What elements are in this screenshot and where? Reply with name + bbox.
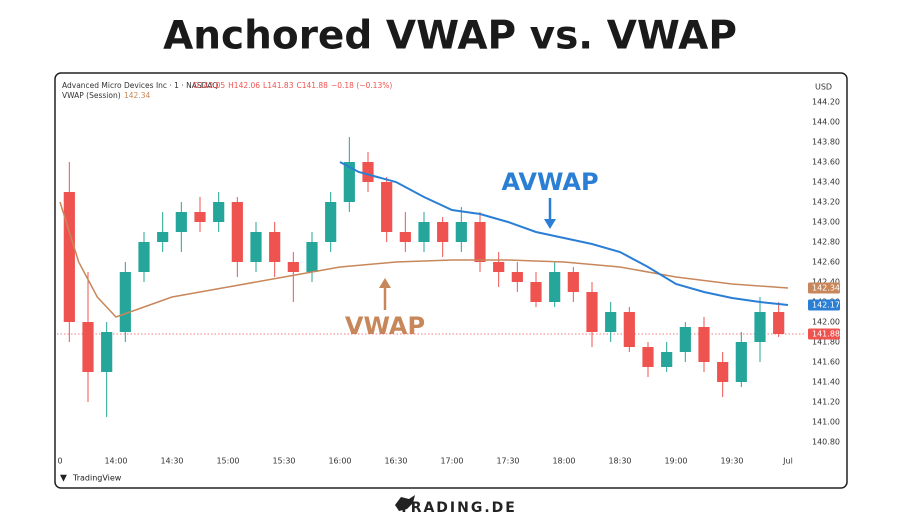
y-tick-label: 143.20	[812, 198, 840, 207]
candle-body	[437, 222, 449, 242]
x-tick-label: 17:00	[440, 457, 463, 466]
y-tick-label: 141.80	[812, 338, 840, 347]
candle-body	[138, 242, 150, 272]
x-tick-label: 19:00	[664, 457, 687, 466]
candle-body	[194, 212, 206, 222]
y-tick-label: 141.40	[812, 378, 840, 387]
vwap-arrowhead	[379, 278, 391, 288]
candle-body	[399, 232, 411, 242]
candle-body	[269, 232, 281, 262]
y-tick-label: 143.00	[812, 218, 840, 227]
y-tick-label: 144.20	[812, 98, 840, 107]
x-tick-label: 15:00	[216, 457, 239, 466]
candle-body	[63, 192, 75, 322]
avwap-annotation: AVWAP	[501, 168, 598, 196]
candle-body	[287, 262, 299, 272]
avwap-arrowhead	[544, 219, 556, 229]
indicator-label: VWAP (Session)	[62, 91, 121, 100]
line-vwap	[59, 201, 789, 318]
y-tick-label: 141.00	[812, 418, 840, 427]
candle-body	[213, 202, 225, 222]
candle-body	[101, 332, 113, 372]
brand-icon	[395, 495, 415, 511]
price-tag	[808, 328, 840, 340]
candle-body	[157, 232, 169, 242]
candle-body	[418, 222, 430, 242]
ohlc-value: C141.88	[296, 81, 328, 90]
candle-body	[306, 242, 318, 272]
x-tick-label: 16:30	[384, 457, 407, 466]
symbol: Advanced Micro Devices Inc · 1 · NASDAQ	[62, 81, 218, 90]
candle-body	[474, 222, 486, 262]
candle-body	[549, 272, 561, 302]
ohlc-value: H142.06	[228, 81, 260, 90]
candle-body	[773, 312, 785, 334]
chart-frame	[54, 72, 848, 489]
candle-body	[698, 327, 710, 362]
candle-body	[325, 202, 337, 242]
ohlc-value: L141.83	[263, 81, 294, 90]
y-tick-label: 142.40	[812, 278, 840, 287]
candle-body	[362, 162, 374, 182]
x-tick-label: 15:30	[272, 457, 295, 466]
candle-body	[381, 182, 393, 232]
x-tick-label: 18:30	[608, 457, 631, 466]
ohlc-value: O142.05	[193, 81, 225, 90]
vwap-annotation: VWAP	[345, 312, 425, 340]
chart-title: Anchored VWAP vs. VWAP	[163, 14, 737, 59]
y-tick-label: 143.40	[812, 178, 840, 187]
price-tag-label: 142.17	[812, 301, 840, 310]
y-tick-label: 140.80	[812, 438, 840, 447]
candle-body	[586, 292, 598, 332]
y-tick-label: 144.00	[812, 118, 840, 127]
y-tick-label: 143.80	[812, 138, 840, 147]
ohlc-value: −0.18 (−0.13%)	[331, 81, 392, 90]
y-tick-label: 142.80	[812, 238, 840, 247]
price-tag	[808, 299, 840, 311]
y-tick-label: 142.60	[812, 258, 840, 267]
candle-body	[343, 162, 355, 202]
candle-body	[175, 212, 187, 232]
line-avwap	[339, 161, 789, 306]
price-tag	[808, 282, 840, 294]
currency: USD	[815, 83, 832, 92]
tv-logo: ▼	[60, 474, 67, 484]
candle-body	[717, 362, 729, 382]
price-tag-label: 142.34	[812, 284, 840, 293]
candle-body	[82, 322, 94, 372]
y-tick-label: 141.20	[812, 398, 840, 407]
x-tick-label: 18:00	[552, 457, 575, 466]
x-tick-label: 0	[57, 457, 62, 466]
candle-body	[250, 232, 262, 262]
brand: TRADING.DE	[399, 500, 517, 516]
candle-body	[642, 347, 654, 367]
x-tick-label: 16:00	[328, 457, 351, 466]
x-tick-label: 17:30	[496, 457, 519, 466]
candle-body	[605, 312, 617, 332]
candle-body	[530, 282, 542, 302]
candle-body	[455, 222, 467, 242]
candle-body	[623, 312, 635, 347]
candle-body	[754, 312, 766, 342]
candle-body	[231, 202, 243, 262]
x-tick-label: 14:00	[104, 457, 127, 466]
x-tick-label: 19:30	[720, 457, 743, 466]
indicator-value: 142.34	[124, 91, 150, 100]
x-tick-label: 14:30	[160, 457, 183, 466]
candle-body	[493, 262, 505, 272]
y-tick-label: 143.60	[812, 158, 840, 167]
candle-body	[119, 272, 131, 332]
price-tag-label: 141.88	[812, 330, 840, 339]
candle-body	[735, 342, 747, 382]
footer: TradingView	[72, 474, 122, 483]
candle-body	[511, 272, 523, 282]
y-tick-label: 142.00	[812, 318, 840, 327]
x-tick-label: Jul	[782, 457, 793, 466]
y-tick-label: 141.60	[812, 358, 840, 367]
candle-body	[679, 327, 691, 352]
candle-body	[661, 352, 673, 367]
candle-body	[567, 272, 579, 292]
